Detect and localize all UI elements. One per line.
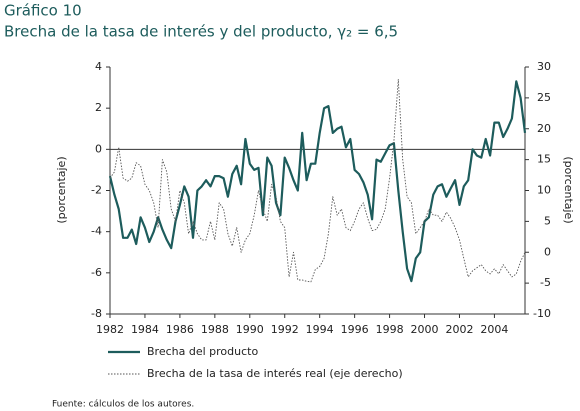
x-tick-label: 2004 bbox=[480, 323, 508, 336]
source-note: Fuente: cálculos de los autores. bbox=[52, 400, 194, 410]
y-tick-label: -8 bbox=[91, 307, 102, 320]
y-axis-label: (porcentaje) bbox=[55, 156, 68, 223]
legend-label: Brecha de la tasa de interés real (eje d… bbox=[147, 367, 403, 380]
y2-tick-label: 0 bbox=[544, 245, 551, 258]
y-tick-label: -2 bbox=[91, 184, 102, 197]
y2-axis-label: (porcentaje) bbox=[562, 156, 575, 223]
y2-tick-label: 25 bbox=[537, 91, 551, 104]
x-tick-label: 1998 bbox=[376, 323, 404, 336]
x-tick-label: 1988 bbox=[201, 323, 229, 336]
y2-tick-label: 10 bbox=[537, 184, 551, 197]
x-tick-label: 2000 bbox=[411, 323, 439, 336]
y-tick-label: 2 bbox=[95, 101, 102, 114]
x-tick-label: 1982 bbox=[96, 323, 124, 336]
y-tick-label: -4 bbox=[91, 225, 102, 238]
x-tick-label: 1996 bbox=[341, 323, 369, 336]
x-tick-label: 2002 bbox=[445, 323, 473, 336]
x-tick-label: 1992 bbox=[271, 323, 299, 336]
x-tick-label: 1986 bbox=[166, 323, 194, 336]
y-tick-label: 0 bbox=[95, 142, 102, 155]
y2-tick-label: 30 bbox=[537, 60, 551, 73]
x-tick-label: 1984 bbox=[131, 323, 159, 336]
y2-tick-label: 5 bbox=[544, 214, 551, 227]
y2-tick-label: 20 bbox=[537, 122, 551, 135]
series-line bbox=[109, 78, 526, 283]
figure-label: Gráfico 10 bbox=[4, 2, 82, 20]
y2-tick-label: -5 bbox=[540, 276, 551, 289]
x-tick-label: 1990 bbox=[236, 323, 264, 336]
chart-title: Brecha de la tasa de interés y del produ… bbox=[4, 23, 398, 41]
y-tick-label: -6 bbox=[91, 266, 102, 279]
y-tick-label: 4 bbox=[95, 60, 102, 73]
x-tick-label: 1994 bbox=[306, 323, 334, 336]
y2-tick-label: -10 bbox=[533, 307, 551, 320]
y2-tick-label: 15 bbox=[537, 153, 551, 166]
legend-label: Brecha del producto bbox=[147, 345, 258, 358]
series-line bbox=[108, 80, 527, 283]
